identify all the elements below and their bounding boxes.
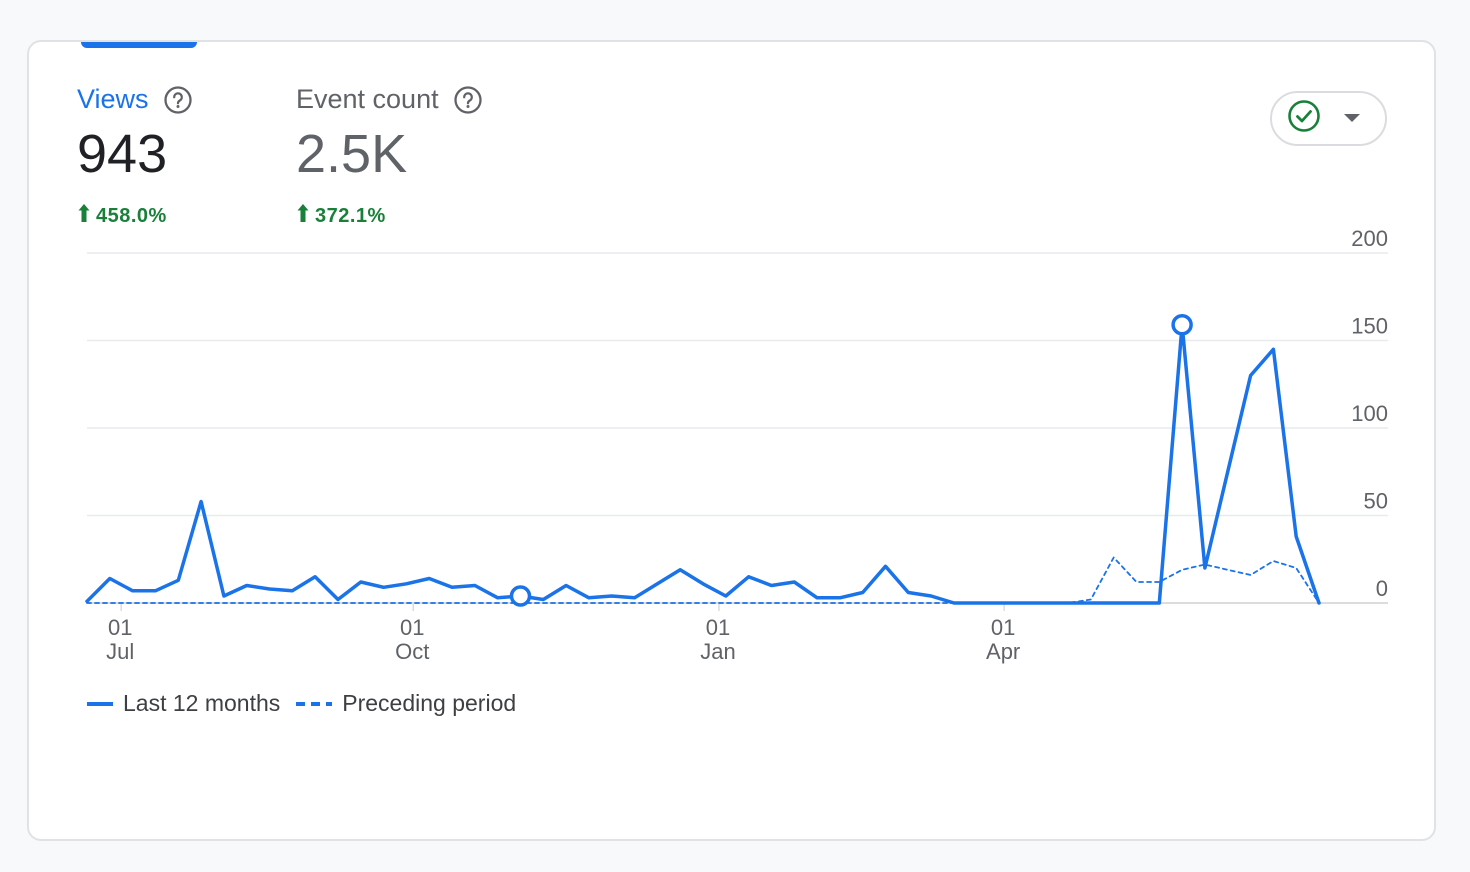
y-tick-label: 150 [1351,314,1388,339]
legend-label-current: Last 12 months [123,690,281,716]
arrow-drop-down-icon [1343,110,1361,128]
solid-line-swatch [87,701,113,706]
arrow-upward-icon [77,203,91,229]
help-circle-icon[interactable] [163,85,193,115]
metric-event-count-label: Event count [296,84,439,114]
series-line-last-12-months [85,323,1321,605]
chart-legend: Last 12 months Preceding period [87,690,532,717]
metric-views-change-value: 458.0% [96,204,167,227]
metric-views-change: 458.0% [77,203,193,229]
metric-views[interactable]: Views 943 458.0% [77,84,193,229]
y-tick-label: 200 [1351,226,1388,251]
help-circle-icon[interactable] [453,85,483,115]
arrow-upward-icon [296,203,310,229]
metric-views-label: Views [77,84,149,114]
active-tab-indicator [81,42,197,48]
legend-label-previous: Preceding period [342,690,517,716]
metric-event-count-change-value: 372.1% [315,204,386,227]
metric-views-value: 943 [77,124,168,184]
metric-event-count[interactable]: Event count 2.5K 372.1% [296,84,483,229]
metric-event-count-value: 2.5K [296,124,408,184]
series-line-preceding-period [86,556,1320,604]
x-tick-month-label: Oct [395,639,429,664]
highlighted-data-point [509,585,532,607]
x-tick-day-label: 01 [991,615,1015,640]
x-tick-day-label: 01 [400,615,424,640]
metric-event-count-change: 372.1% [296,203,483,229]
x-tick-day-label: 01 [108,615,132,640]
check-circle-icon [1287,99,1321,138]
highlighted-data-point [1171,314,1193,336]
legend-item-previous[interactable]: Preceding period [296,690,516,717]
dashed-line-swatch [296,701,333,706]
x-tick-month-label: Jan [700,639,735,664]
x-tick-day-label: 01 [706,615,730,640]
y-tick-label: 0 [1376,576,1388,601]
y-tick-label: 100 [1351,401,1388,426]
compare-dropdown-button[interactable] [1270,91,1387,146]
x-tick-month-label: Apr [986,639,1020,664]
y-tick-label: 50 [1364,489,1388,514]
x-tick-month-label: Jul [106,639,134,664]
legend-item-current[interactable]: Last 12 months [87,690,280,717]
views-card: Views 943 458.0% Event count 2.5K 372.1% [27,40,1436,841]
